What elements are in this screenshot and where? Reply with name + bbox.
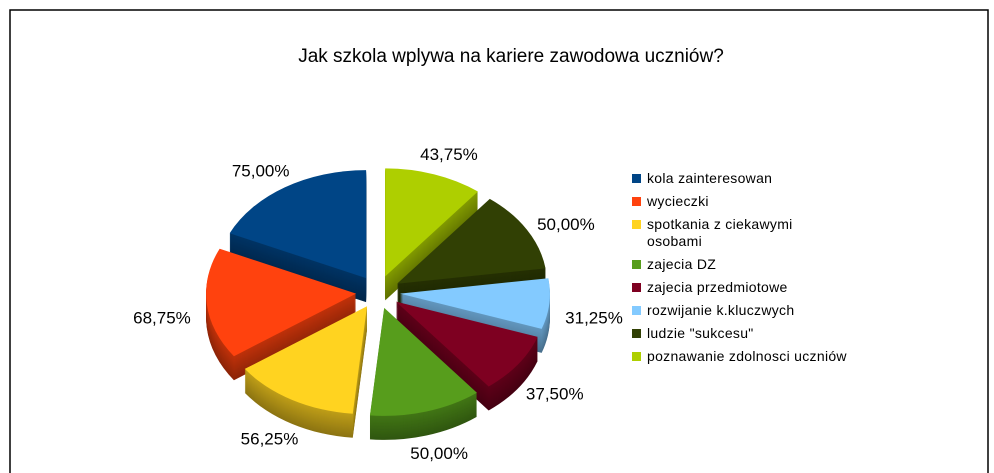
- data-label: 50,00%: [537, 215, 595, 234]
- legend-swatch: [632, 352, 641, 361]
- data-label: 75,00%: [232, 161, 290, 180]
- legend-label: zajecia DZ: [647, 256, 717, 272]
- legend-swatch: [632, 174, 641, 183]
- legend-swatch: [632, 197, 641, 206]
- pie-slice: [395, 301, 538, 411]
- data-label: 56,25%: [241, 429, 299, 448]
- slice-top: [244, 306, 367, 414]
- pie-slice: [397, 198, 546, 308]
- legend-label: kola zainteresowan: [647, 170, 773, 186]
- legend-item: zajecia przedmiotowe: [632, 279, 872, 296]
- legend-item: spotkania z ciekawymi osobami: [632, 216, 872, 250]
- pie-slice: [399, 278, 550, 353]
- slice-top: [397, 198, 546, 284]
- legend: kola zainteresowan wycieczki spotkania z c…: [632, 170, 872, 371]
- legend-swatch: [632, 260, 641, 269]
- data-label: 31,25%: [565, 308, 623, 327]
- data-label: 68,75%: [133, 308, 191, 327]
- pie-slice: [244, 306, 367, 438]
- legend-label: spotkania z ciekawymi osobami: [647, 216, 793, 249]
- legend-item: wycieczki: [632, 193, 872, 210]
- slice-top: [395, 301, 538, 387]
- legend-swatch: [632, 283, 641, 292]
- legend-item: zajecia DZ: [632, 256, 872, 273]
- legend-swatch: [632, 220, 641, 229]
- slice-top: [206, 248, 357, 357]
- legend-item: ludzie "sukcesu": [632, 325, 872, 342]
- legend-label: rozwijanie k.kluczwych: [647, 302, 795, 318]
- legend-label: zajecia przedmiotowe: [647, 279, 788, 295]
- legend-item: kola zainteresowan: [632, 170, 872, 187]
- pie-slice: [229, 170, 367, 303]
- chart-title: Jak szkola wplywa na kariere zawodowa uc…: [298, 46, 724, 67]
- slice-top: [399, 278, 550, 329]
- legend-swatch: [632, 306, 641, 315]
- legend-label: ludzie "sukcesu": [647, 325, 754, 341]
- legend-label: wycieczki: [647, 193, 709, 209]
- slice-top: [385, 168, 478, 277]
- legend-swatch: [632, 329, 641, 338]
- data-label: 37,50%: [526, 384, 584, 403]
- slice-top: [369, 307, 477, 416]
- legend-item: poznawanie zdolnosci uczniów: [632, 348, 872, 365]
- pie-slice: [206, 248, 357, 381]
- data-label: 43,75%: [420, 145, 478, 164]
- data-label: 50,00%: [410, 444, 468, 463]
- pie-slice: [369, 307, 477, 440]
- pie-slice: [385, 168, 478, 301]
- slice-top: [229, 170, 367, 279]
- legend-label: poznawanie zdolnosci uczniów: [647, 348, 847, 364]
- legend-item: rozwijanie k.kluczwych: [632, 302, 872, 319]
